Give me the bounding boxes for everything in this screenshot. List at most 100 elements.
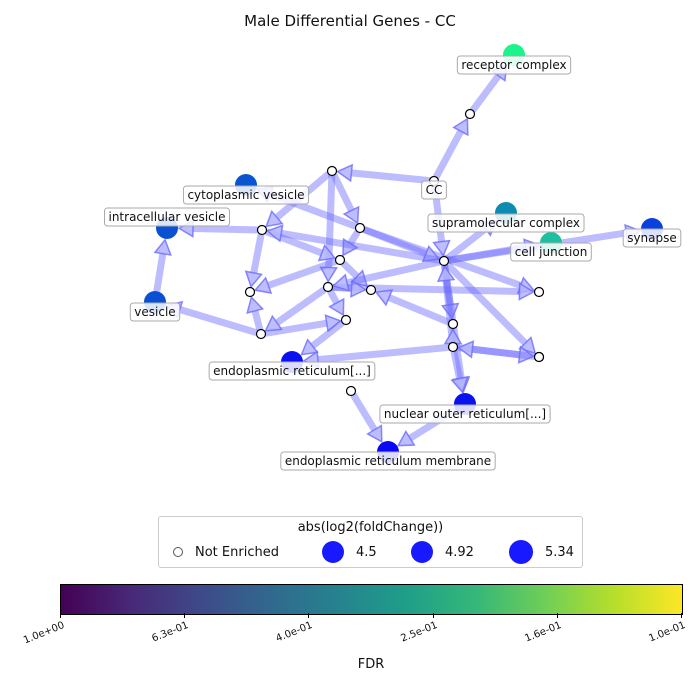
node-not-enriched <box>256 224 268 236</box>
edge-arrowhead <box>246 295 265 314</box>
edge-arrowhead <box>421 244 441 263</box>
node-label-text: supramolecular complex <box>432 216 580 230</box>
edge-arrow <box>330 173 360 225</box>
node-label-box <box>622 228 682 248</box>
node-not-enriched <box>447 341 459 353</box>
edge-arrowhead <box>324 314 343 333</box>
edge-arrowhead <box>517 345 536 364</box>
node-label-box <box>421 180 447 200</box>
edge-arrow <box>264 314 343 337</box>
edge-arrowhead <box>331 273 350 292</box>
edge-arrow <box>153 238 172 292</box>
edge-arrow <box>244 233 265 289</box>
legend-filled-circle-icon <box>322 541 344 563</box>
edge-arrowhead <box>350 279 368 298</box>
edge-arrowhead <box>518 282 536 301</box>
node-not-enriched <box>438 255 450 267</box>
edge-line <box>347 229 361 246</box>
edge-line <box>350 393 378 432</box>
node-label-box <box>208 361 376 381</box>
edge-line <box>310 319 345 349</box>
edge-line <box>267 258 337 289</box>
node-label-text: receptor complex <box>461 58 566 72</box>
edge-line <box>444 261 528 346</box>
edge-arrowhead <box>265 209 284 228</box>
edge-line <box>327 289 340 305</box>
edge-line <box>274 286 327 326</box>
node-label-box <box>129 302 181 322</box>
edge-arrowhead <box>317 244 337 262</box>
legend-filled-circle-icon <box>411 541 433 563</box>
node-not-enriched <box>334 254 346 266</box>
edge-arrowhead <box>153 238 172 256</box>
legend-item-size-3: 5.34 <box>509 540 574 564</box>
node-label-box <box>182 185 310 205</box>
node-label-vesicle: vesicle <box>129 302 181 322</box>
edge-arrow <box>253 258 337 294</box>
node-label-nuclear-outer-reticulum: nuclear outer reticulum[...] <box>379 404 551 424</box>
node-label-text: cell junction <box>515 245 588 259</box>
network-graph: receptor complex CC cytoplasmic vesicle int… <box>103 44 682 471</box>
edge-arrowhead <box>374 289 394 307</box>
edge-line <box>153 253 167 292</box>
colorbar-tick-label: 1.6e-01 <box>523 620 564 645</box>
edge-line <box>387 294 451 326</box>
node-not-enriched <box>340 314 352 326</box>
colorbar-tick-label: 1.0e+00 <box>21 620 67 647</box>
size-legend: abs(log2(foldChange)) Not Enriched 4.5 4… <box>158 516 583 568</box>
edge-arrowhead <box>328 297 345 317</box>
colorbar-tick <box>308 613 309 618</box>
edge-line <box>471 345 535 360</box>
edge-line <box>450 350 464 380</box>
edge-arrow <box>264 286 327 332</box>
edge-line <box>469 73 502 113</box>
edge-arrow <box>335 163 430 185</box>
edge-line <box>251 309 264 331</box>
edge-line <box>346 258 441 287</box>
edge-line <box>433 129 464 179</box>
node-label-er-membrane: endoplasmic reticulum membrane <box>280 451 496 471</box>
colorbar-tick-label: 4.0e-01 <box>274 620 315 645</box>
edge-arrow <box>350 393 383 444</box>
edge-line <box>317 343 449 364</box>
node-not-enriched <box>255 328 267 340</box>
node-not-enriched <box>533 351 545 363</box>
edge-line <box>362 226 428 258</box>
edge-line <box>250 233 265 274</box>
edge-arrow <box>374 289 451 326</box>
edge-arrow <box>342 229 361 257</box>
node-label-box <box>280 451 496 471</box>
node-label-intracellular-vesicle: intracellular vesicle <box>103 207 231 227</box>
node-label-synapse: synapse <box>622 228 682 248</box>
node-label-box <box>103 207 231 227</box>
node-label-cytoplasmic-vesicle: cytoplasmic vesicle <box>182 185 310 205</box>
edge-line <box>445 226 488 262</box>
node-label-text: endoplasmic reticulum membrane <box>285 454 491 468</box>
edge-arrow <box>327 289 345 317</box>
edge-arrow <box>362 226 441 263</box>
chart-title: Male Differential Genes - CC <box>244 12 456 30</box>
edge-arrowhead <box>244 270 263 289</box>
edge-line <box>192 225 258 234</box>
edge-arrowhead <box>450 375 469 394</box>
edge-arrow <box>450 350 469 394</box>
edge-line <box>178 306 258 337</box>
edge-arrow <box>433 117 469 179</box>
edge-arrowhead <box>456 340 475 359</box>
edge-arrowhead <box>265 224 284 243</box>
node-not-enriched <box>322 281 334 293</box>
node-label-box <box>379 404 551 424</box>
node-label-box <box>427 213 585 233</box>
edge-arrow <box>300 319 345 356</box>
node-label-text: endoplasmic reticulum[...] <box>213 364 371 378</box>
node-not-enriched <box>447 318 459 330</box>
colorbar-tick-label: 1.0e-01 <box>647 620 688 645</box>
colorbar-tick <box>184 613 185 618</box>
node-label-box <box>510 242 592 262</box>
fdr-colorbar <box>60 584 683 615</box>
legend-item-size-2: 4.92 <box>411 541 474 563</box>
edge-arrowhead <box>253 276 273 294</box>
node-label-supramolecular-complex: supramolecular complex <box>427 213 585 233</box>
node-label-box <box>456 55 572 75</box>
